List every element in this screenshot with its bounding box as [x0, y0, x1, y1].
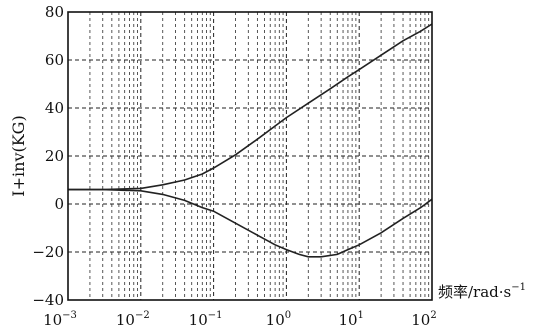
x-tick-label: 101 [338, 310, 363, 329]
x-tick-label: 100 [266, 310, 291, 329]
x-tick-labels: 10−3 10−2 10−1 100 101 102 [43, 310, 437, 329]
y-tick-label: 0 [54, 195, 64, 213]
x-axis-label-text: 频率/rad·s [438, 283, 511, 301]
y-tick-label: 80 [45, 3, 64, 21]
y-tick-label: 20 [45, 147, 64, 165]
y-tick-label: −20 [32, 243, 64, 261]
curves [68, 23, 433, 258]
grid [67, 11, 433, 301]
y-tick-label: 60 [45, 51, 64, 69]
x-axis-label-exponent: −1 [511, 282, 526, 293]
y-tick-labels: 80 60 40 20 0 −20 −40 [32, 3, 64, 309]
x-tick-label: 10−2 [116, 310, 150, 329]
x-axis-label: 频率/rad·s−1 [438, 282, 526, 301]
y-tick-label: −40 [32, 291, 64, 309]
plot-frame [67, 11, 433, 301]
x-tick-label: 102 [411, 310, 436, 329]
series-line-2 [68, 188, 433, 258]
series-line-1 [68, 23, 433, 191]
y-tick-label: 40 [45, 99, 64, 117]
y-axis-label: I+inv(KG) [9, 115, 28, 196]
x-tick-label: 10−1 [189, 310, 223, 329]
x-tick-label: 10−3 [43, 310, 77, 329]
